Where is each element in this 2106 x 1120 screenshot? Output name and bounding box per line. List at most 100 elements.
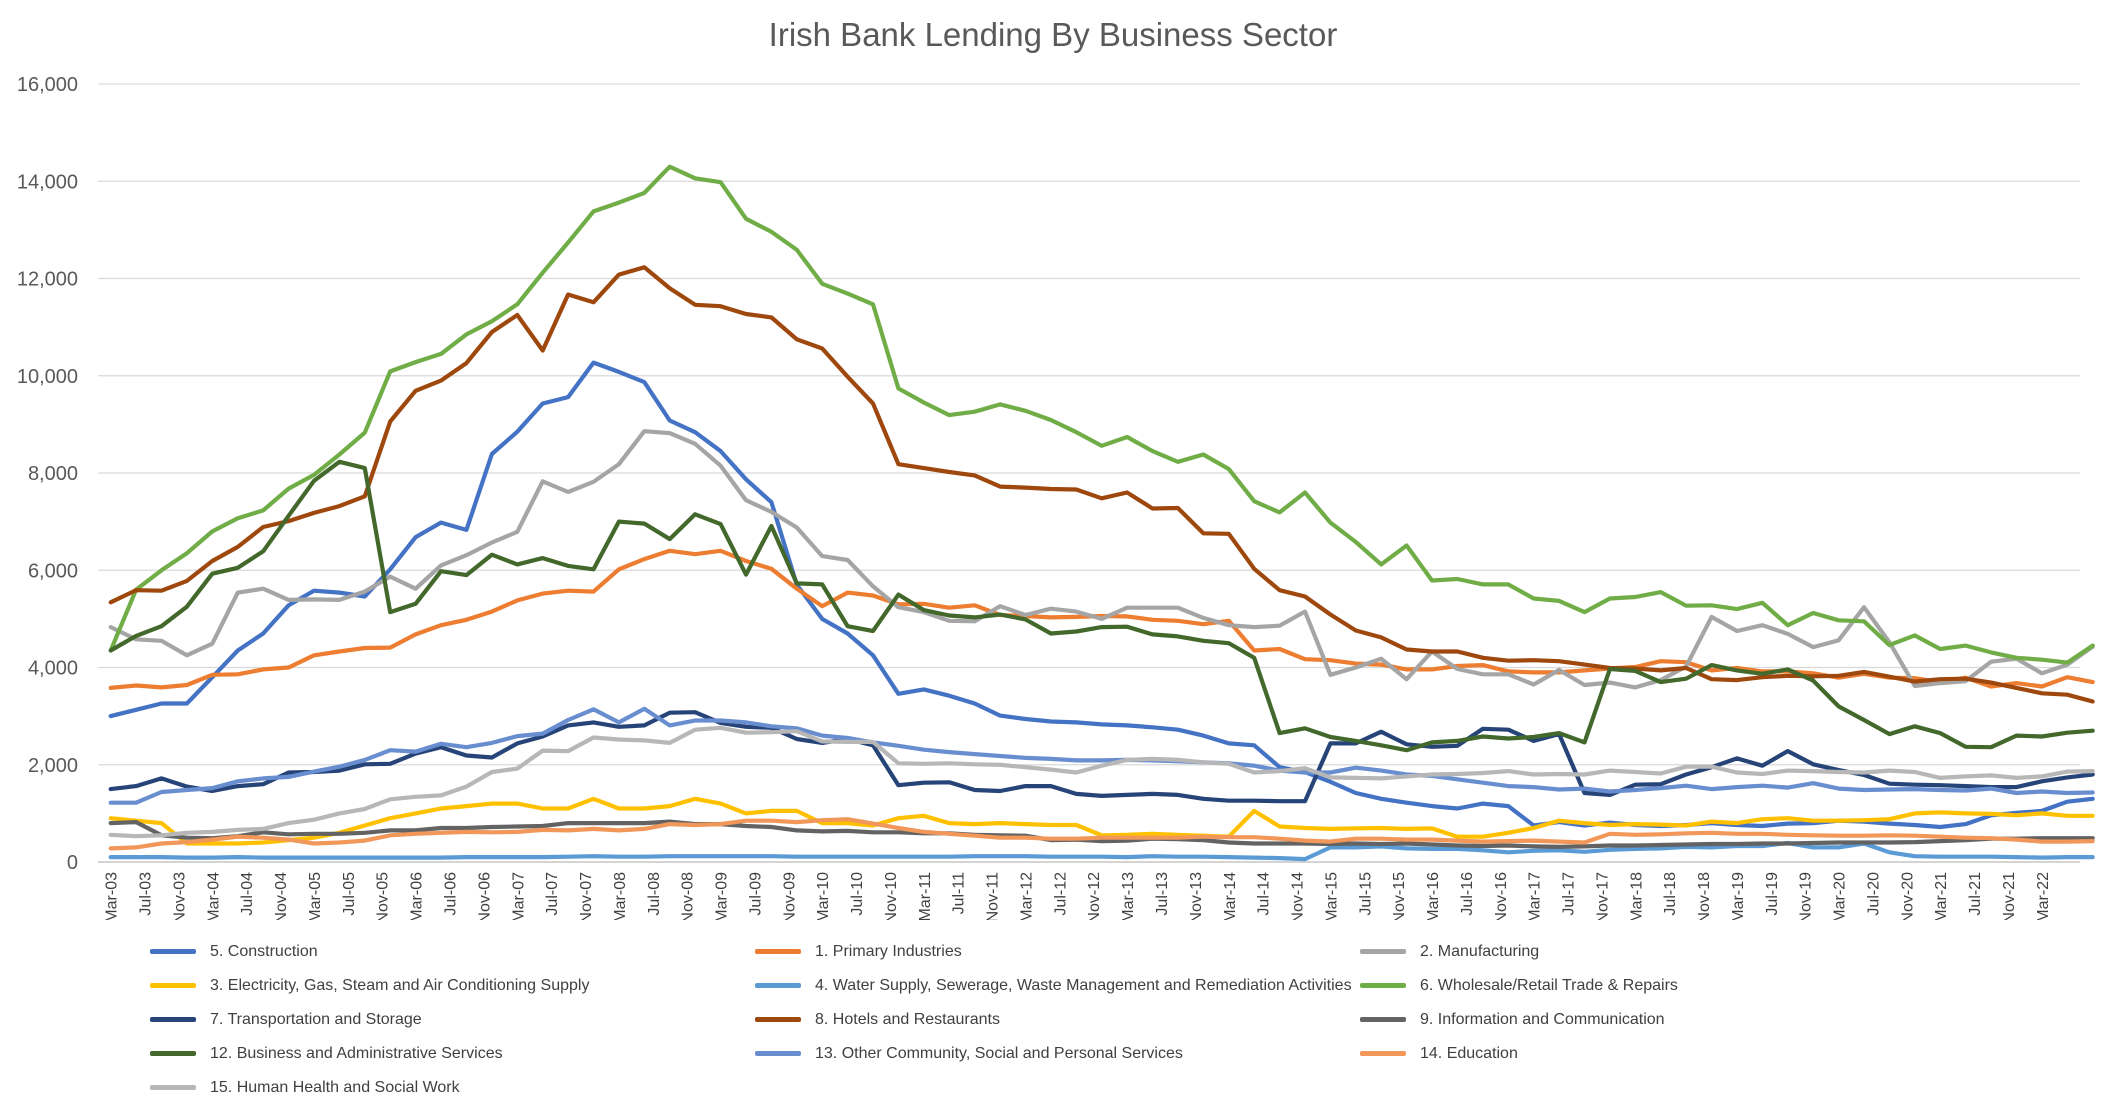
legend-label: 14. Education (1420, 1044, 1518, 1062)
plot-area: 0 2,000 4,000 6,000 8,000 10,000 12,000 14,000 1… (17, 74, 2095, 920)
x-tick-label: Mar-04 (205, 872, 222, 920)
series-line-3 (108, 429, 2095, 690)
legend-item: 3. Electricity, Gas, Steam and Air Condi… (150, 974, 755, 997)
x-tick-label: Nov-04 (273, 872, 290, 920)
x-tick-label: Mar-06 (409, 872, 426, 920)
x-tick-label: Nov-19 (1798, 872, 1815, 920)
gridlines (98, 83, 2080, 863)
legend-label: 3. Electricity, Gas, Steam and Air Condi… (210, 976, 590, 994)
legend-swatch (1360, 983, 1406, 988)
x-tick-label: Mar-13 (1120, 872, 1137, 920)
x-tick-label: Mar-07 (510, 872, 527, 920)
legend-label: 4. Water Supply, Sewerage, Waste Managem… (815, 976, 1352, 994)
series-line-4 (108, 796, 2095, 846)
y-tick-label: 12,000 (17, 269, 78, 291)
x-tick-label: Jul-03 (138, 872, 155, 916)
x-tick-label: Jul-08 (646, 872, 663, 916)
x-tick-label: Mar-18 (1628, 872, 1645, 920)
legend-item: 5. Construction (150, 940, 755, 963)
x-tick-label: Mar-20 (1832, 872, 1849, 920)
series-line-1 (108, 360, 2095, 830)
legend-label: 9. Information and Communication (1420, 1010, 1665, 1028)
x-tick-label: Mar-19 (1730, 872, 1747, 920)
x-tick-label: Nov-07 (578, 872, 595, 920)
x-tick-label: Jul-21 (1967, 872, 1984, 916)
x-tick-label: Jul-15 (1357, 872, 1374, 916)
x-tick-label: Mar-15 (1323, 872, 1340, 920)
x-tick-label: Jul-17 (1561, 872, 1578, 916)
x-tick-label: Jul-09 (747, 872, 764, 916)
x-tick-label: Mar-16 (1425, 872, 1442, 920)
legend-item: 2. Manufacturing (1360, 940, 1965, 963)
legend-item: 14. Education (1360, 1042, 1965, 1065)
legend-item: 12. Business and Administrative Services (150, 1042, 755, 1065)
legend-label: 13. Other Community, Social and Personal… (815, 1044, 1183, 1062)
x-tick-label: Nov-03 (171, 872, 188, 920)
x-tick-label: Nov-08 (680, 872, 697, 920)
x-tick-label: Nov-12 (1086, 872, 1103, 920)
x-tick-label: Jul-14 (1256, 872, 1273, 916)
y-tick-label: 6,000 (28, 560, 78, 582)
x-tick-label: Nov-17 (1594, 872, 1611, 920)
legend-swatch (150, 983, 196, 988)
legend-item: 4. Water Supply, Sewerage, Waste Managem… (755, 974, 1360, 997)
x-tick-label: Jul-10 (849, 872, 866, 916)
series-line-6 (108, 164, 2095, 665)
x-tick-label: Nov-14 (1290, 872, 1307, 920)
x-tick-label: Jul-07 (544, 872, 561, 916)
legend-item: 1. Primary Industries (755, 940, 1360, 963)
legend-label: 2. Manufacturing (1420, 942, 1540, 960)
legend-label: 7. Transportation and Storage (210, 1010, 422, 1028)
legend-item: 8. Hotels and Restaurants (755, 1008, 1360, 1031)
series-line-2 (108, 548, 2095, 691)
x-tick-label: Jul-18 (1662, 872, 1679, 916)
legend-swatch (755, 949, 801, 954)
x-tick-label: Nov-16 (1493, 872, 1510, 920)
y-tick-label: 14,000 (17, 171, 78, 193)
x-tick-label: Mar-17 (1527, 872, 1544, 920)
series-line-8 (108, 265, 2095, 704)
legend-item: 15. Human Health and Social Work (150, 1076, 755, 1099)
x-tick-label: Mar-08 (612, 872, 629, 920)
legend-label: 15. Human Health and Social Work (210, 1078, 460, 1096)
x-tick-label: Jul-16 (1459, 872, 1476, 916)
x-tick-label: Mar-10 (815, 872, 832, 920)
x-axis-tick-labels: Mar-03 Jul-03 Nov-03 Mar-04 Jul-04 Nov-04 Mar-… (104, 872, 2052, 920)
y-tick-label: 8,000 (28, 463, 78, 485)
x-tick-label: Nov-05 (375, 872, 392, 920)
series-lines (108, 164, 2095, 862)
x-tick-label: Nov-13 (1188, 872, 1205, 920)
x-tick-label: Nov-09 (781, 872, 798, 920)
x-tick-label: Nov-11 (985, 872, 1002, 920)
legend-item: 13. Other Community, Social and Personal… (755, 1042, 1360, 1065)
legend-swatch (1360, 1051, 1406, 1056)
x-tick-label: Mar-12 (1018, 872, 1035, 920)
x-tick-label: Jul-20 (1865, 872, 1882, 916)
x-tick-label: Jul-04 (239, 872, 256, 916)
x-tick-label: Jul-19 (1764, 872, 1781, 916)
y-tick-label: 10,000 (17, 366, 78, 388)
x-tick-label: Mar-22 (2035, 872, 2052, 920)
x-tick-label: Jul-11 (951, 872, 968, 914)
x-tick-label: Mar-14 (1222, 872, 1239, 920)
x-tick-label: Mar-11 (917, 872, 934, 920)
legend-swatch (150, 1051, 196, 1056)
legend-swatch (150, 1085, 196, 1090)
series-line-11 (108, 706, 2095, 805)
x-tick-label: Jul-06 (443, 872, 460, 916)
y-tick-label: 2,000 (28, 755, 78, 777)
y-axis-tick-labels: 0 2,000 4,000 6,000 8,000 10,000 12,000 14,000 1… (17, 74, 78, 874)
legend-label: 6. Wholesale/Retail Trade & Repairs (1420, 976, 1678, 994)
legend-label: 5. Construction (210, 942, 318, 960)
x-tick-label: Jul-05 (341, 872, 358, 916)
x-tick-label: Jul-13 (1154, 872, 1171, 916)
series-line-5 (108, 840, 2095, 862)
x-tick-label: Nov-15 (1391, 872, 1408, 920)
x-tick-label: Mar-21 (1933, 872, 1950, 920)
legend-swatch (1360, 949, 1406, 954)
legend-swatch (755, 1017, 801, 1022)
series-line-9 (108, 819, 2095, 850)
series-line-10 (108, 459, 2095, 753)
legend-swatch (150, 949, 196, 954)
x-tick-label: Nov-10 (883, 872, 900, 920)
